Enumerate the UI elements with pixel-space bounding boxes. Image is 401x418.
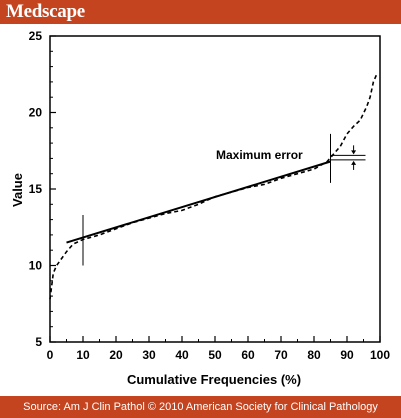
cumulative-frequency-chart: 0 10 20 30 40 50 60 70 80 90 100 5 10 15 20 25 Cumulati… xyxy=(10,29,391,387)
y-tick-label-15: 15 xyxy=(29,182,43,196)
x-axis-title: Cumulative Frequencies (%) xyxy=(127,372,301,387)
error-arrow-bottom-head xyxy=(351,160,357,165)
x-tick-label-50: 50 xyxy=(208,348,222,362)
chart-container: 0 10 20 30 40 50 60 70 80 90 100 5 10 15 20 25 Cumulati… xyxy=(0,24,401,396)
plot-area: 0 10 20 30 40 50 60 70 80 90 100 5 10 15 20 25 xyxy=(29,29,391,362)
error-arrow-top-head xyxy=(351,150,357,155)
y-tick-label-10: 10 xyxy=(29,259,43,273)
x-tick-label-20: 20 xyxy=(109,348,123,362)
source-citation: Source: Am J Clin Pathol © 2010 American… xyxy=(23,401,378,413)
x-tick-label-40: 40 xyxy=(175,348,189,362)
dashed-data-series xyxy=(49,73,378,300)
x-tick-label-80: 80 xyxy=(307,348,321,362)
solid-fit-line xyxy=(66,160,331,244)
x-tick-label-60: 60 xyxy=(241,348,255,362)
y-tick-label-20: 20 xyxy=(29,106,43,120)
x-tick-label-90: 90 xyxy=(340,348,354,362)
y-tick-label-25: 25 xyxy=(29,29,43,43)
x-tick-label-10: 10 xyxy=(76,348,90,362)
x-tick-label-0: 0 xyxy=(47,348,54,362)
x-tick-label-100: 100 xyxy=(370,348,390,362)
source-footer: Source: Am J Clin Pathol © 2010 American… xyxy=(0,396,401,418)
plot-frame xyxy=(49,35,381,343)
maximum-error-annotation: Maximum error xyxy=(216,148,303,162)
y-axis-title: Value xyxy=(10,173,25,207)
x-tick-label-30: 30 xyxy=(142,348,156,362)
medscape-banner: Medscape xyxy=(0,0,401,24)
x-tick-label-70: 70 xyxy=(274,348,288,362)
medscape-logo: Medscape xyxy=(6,1,85,22)
y-tick-label-5: 5 xyxy=(35,335,42,349)
